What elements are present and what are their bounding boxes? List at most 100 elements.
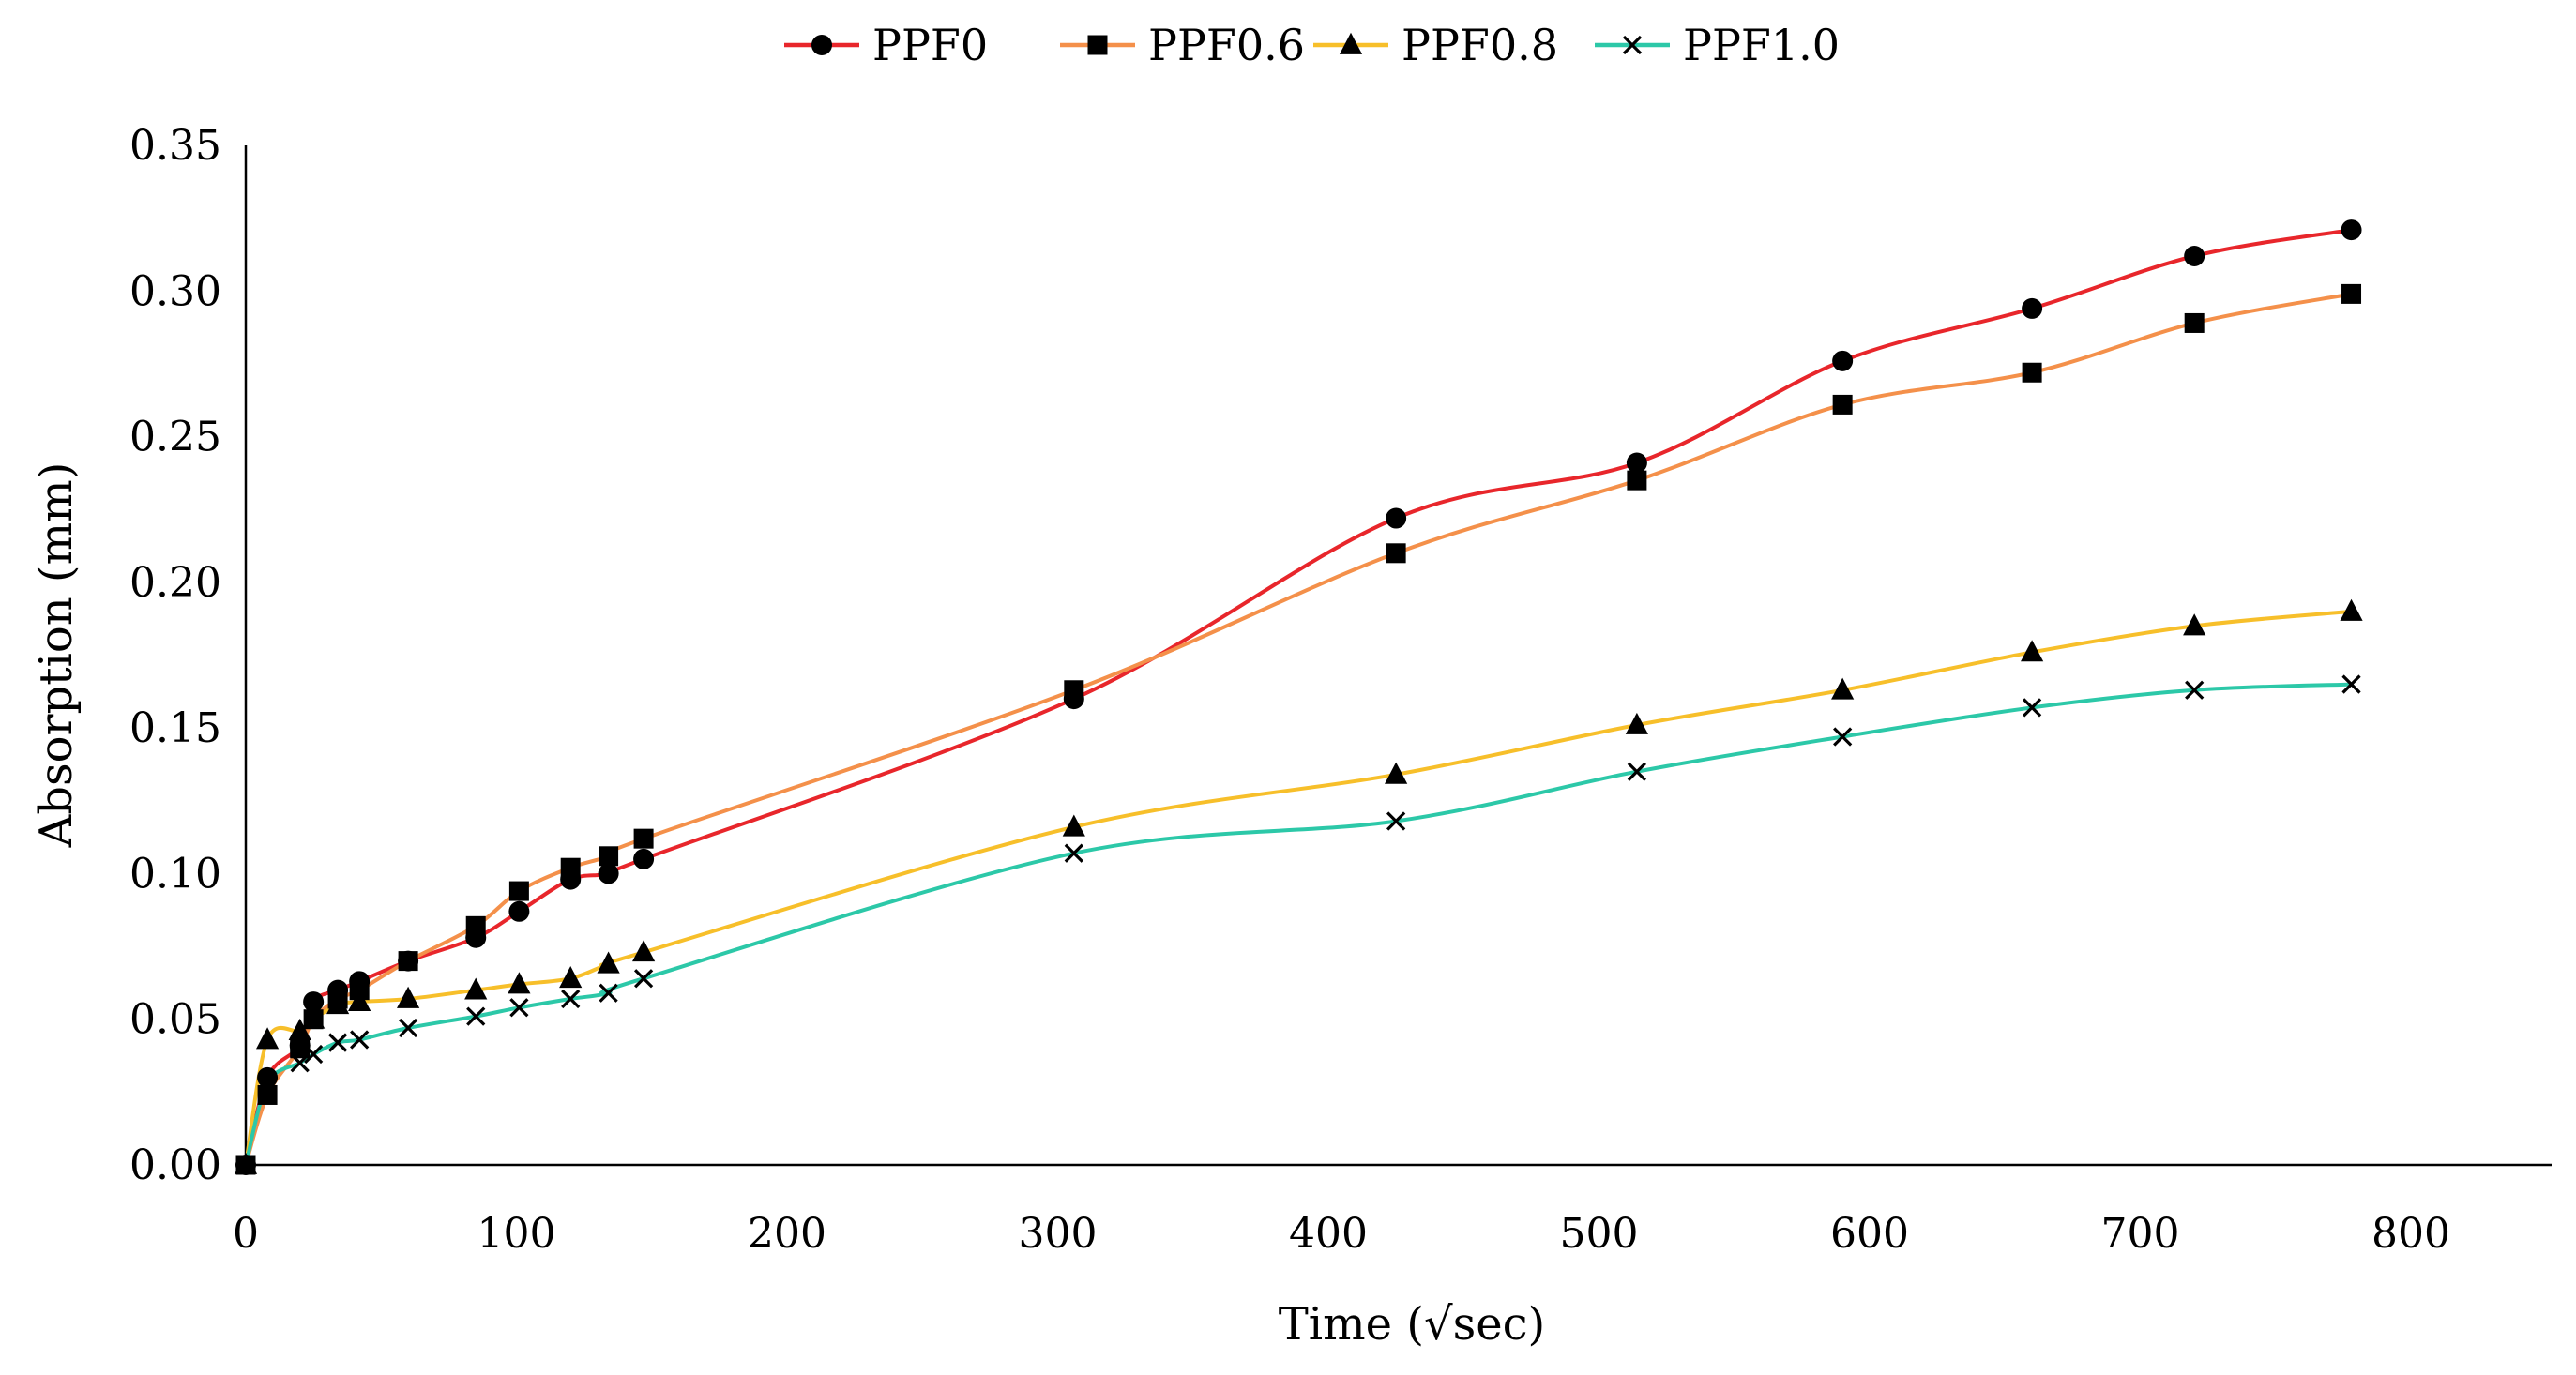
data-point-ppf0-8 (464, 977, 488, 1000)
data-point-ppf0-8 (288, 1018, 311, 1041)
legend-item-ppf0-6: PPF0.6 (1060, 20, 1305, 70)
legend-marker-ppf0-8 (1339, 32, 1363, 54)
data-point-ppf0 (2184, 246, 2205, 267)
x-axis-title: Time (√sec) (1279, 1298, 1546, 1351)
y-tick-label: 0.10 (129, 850, 221, 898)
data-point-ppf1-0 (398, 1018, 418, 1038)
legend-label-ppf0-6: PPF0.6 (1148, 20, 1305, 70)
data-point-ppf1-0 (257, 1073, 278, 1094)
y-tick-label: 0.35 (129, 122, 221, 170)
data-point-ppf0-8 (348, 989, 371, 1011)
x-tick-label: 700 (2101, 1210, 2180, 1258)
data-point-ppf0 (257, 1066, 279, 1088)
data-point-ppf1-0 (350, 1030, 370, 1050)
x-tick-label: 500 (1560, 1210, 1639, 1258)
data-point-ppf0 (1626, 452, 1647, 474)
data-point-ppf0-8 (302, 1006, 326, 1029)
legend-marker-ppf0-6 (1087, 35, 1108, 55)
legend-label-ppf0: PPF0 (872, 20, 988, 70)
data-point-ppf0-6 (599, 846, 619, 867)
legend-marker-ppf0 (811, 35, 832, 55)
legend-item-ppf0-8: PPF0.8 (1313, 20, 1558, 70)
data-point-ppf1-0 (1833, 727, 1853, 747)
data-point-ppf0 (598, 863, 619, 884)
data-point-ppf0-8 (1831, 677, 1855, 700)
data-point-ppf0-6 (1064, 680, 1084, 701)
data-point-ppf0-6 (2341, 283, 2362, 304)
data-point-ppf1-0 (290, 1053, 310, 1073)
data-point-ppf0-8 (597, 951, 620, 974)
x-tick-labels: 0 100 200 300 400 500 600 700 800 (233, 1210, 2450, 1258)
data-point-ppf0-8 (631, 940, 656, 962)
data-point-ppf0-6 (2022, 362, 2042, 383)
axes (244, 145, 2552, 1167)
x-tick-label: 0 (233, 1210, 259, 1258)
data-point-ppf0 (633, 848, 655, 869)
data-point-ppf0 (1386, 507, 1407, 529)
data-point-ppf1-0 (509, 998, 529, 1018)
legend-item-ppf1-0: PPF1.0 (1595, 20, 1840, 70)
series-markers (234, 219, 2363, 1175)
data-point-ppf0-6 (1386, 543, 1406, 564)
y-tick-label: 0.15 (129, 704, 221, 752)
data-point-ppf0 (303, 991, 325, 1013)
data-point-ppf0-8 (2340, 598, 2363, 621)
x-tick-label: 200 (748, 1210, 826, 1258)
data-point-ppf1-0 (327, 1033, 348, 1052)
data-point-ppf0-6 (1832, 394, 1853, 415)
series-line-ppf0-6 (244, 292, 2354, 1167)
legend-marker-ppf1-0 (1622, 35, 1643, 55)
data-point-ppf1-0 (1064, 843, 1083, 863)
data-point-ppf0-6 (465, 915, 486, 936)
data-point-ppf0-6 (1627, 470, 1647, 491)
data-point-ppf0-8 (2183, 613, 2206, 636)
data-point-ppf0-6 (257, 1084, 278, 1105)
x-tick-label: 300 (1019, 1210, 1098, 1258)
data-point-ppf1-0 (2185, 680, 2205, 700)
x-tick-label: 800 (2371, 1210, 2450, 1258)
data-point-ppf0 (2022, 297, 2043, 319)
data-point-ppf1-0 (466, 1006, 486, 1026)
data-point-ppf0-6 (398, 951, 418, 972)
legend-item-ppf0: PPF0 (784, 20, 988, 70)
legend: PPF0 PPF0.6 PPF0.8 PPF1.0 (784, 20, 1840, 70)
data-point-ppf0-8 (2021, 640, 2044, 662)
x-tick-label: 600 (1830, 1210, 1909, 1258)
data-point-ppf0-8 (326, 991, 350, 1015)
series-line-ppf1-0 (244, 682, 2354, 1167)
y-tick-label: 0.05 (129, 996, 221, 1044)
data-point-ppf0-6 (560, 857, 581, 878)
data-point-ppf1-0 (303, 1044, 324, 1065)
data-point-ppf1-0 (1627, 762, 1647, 781)
x-tick-label: 100 (477, 1210, 556, 1258)
data-point-ppf1-0 (2022, 698, 2042, 718)
y-axis-title: Absorption (mm) (30, 462, 83, 849)
data-point-ppf1-0 (235, 1155, 256, 1175)
data-point-ppf0-6 (508, 881, 529, 901)
data-point-ppf1-0 (1386, 811, 1406, 831)
data-point-ppf0-8 (1625, 712, 1648, 734)
y-tick-label: 0.25 (129, 414, 221, 461)
legend-label-ppf1-0: PPF1.0 (1683, 20, 1840, 70)
data-point-ppf1-0 (561, 989, 581, 1009)
data-point-ppf1-0 (2341, 674, 2361, 694)
y-tick-label: 0.30 (129, 267, 221, 315)
data-point-ppf0-8 (559, 966, 583, 989)
data-point-ppf0 (2341, 219, 2362, 241)
data-point-ppf1-0 (633, 969, 654, 989)
series-line-ppf0-8 (244, 609, 2354, 1167)
y-tick-label: 0.20 (129, 559, 221, 607)
data-point-ppf0-8 (255, 1027, 280, 1050)
data-point-ppf0-8 (1385, 762, 1408, 784)
data-point-ppf0-6 (633, 828, 654, 849)
x-tick-label: 400 (1289, 1210, 1368, 1258)
data-point-ppf1-0 (599, 983, 618, 1003)
data-point-ppf0 (508, 900, 530, 922)
data-point-ppf0-6 (290, 1038, 311, 1059)
y-tick-label: 0.00 (129, 1141, 221, 1189)
legend-label-ppf0-8: PPF0.8 (1402, 20, 1558, 70)
data-point-ppf0-8 (508, 972, 531, 994)
data-point-ppf0-6 (2184, 312, 2205, 333)
